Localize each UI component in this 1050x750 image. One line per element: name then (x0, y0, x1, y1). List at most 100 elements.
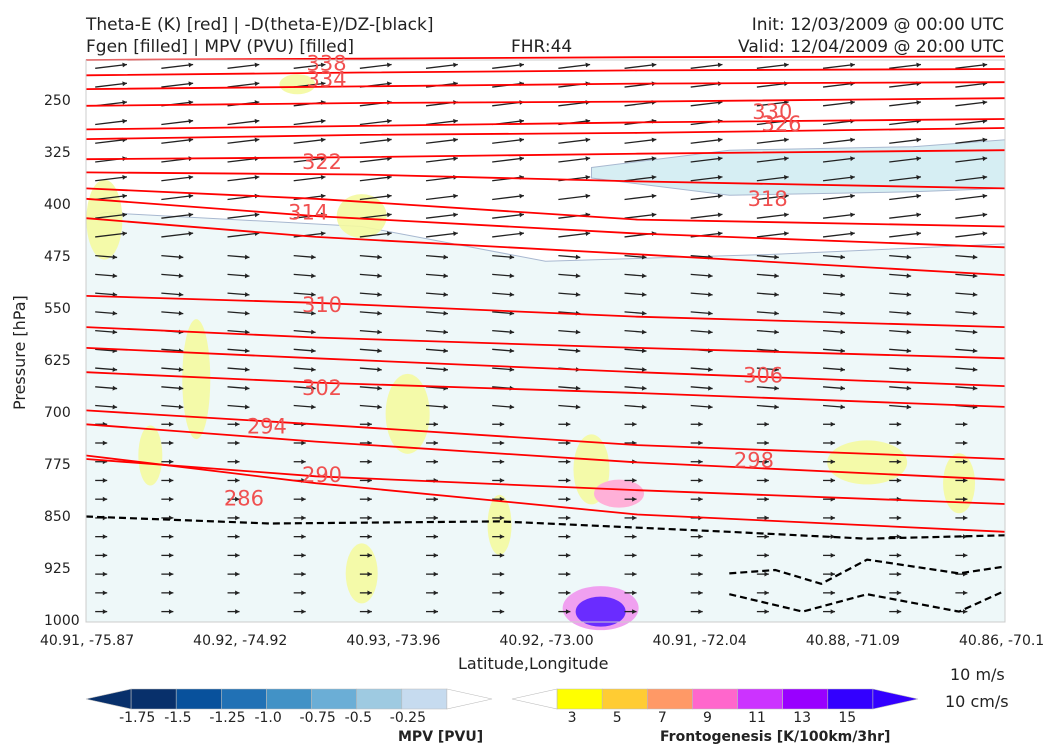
theta-e-contour (85, 68, 1006, 77)
wind-vector-head (519, 212, 524, 218)
fgen-shading-region (345, 543, 378, 604)
wind-vector-head (112, 367, 118, 372)
wind-vector-head (499, 534, 505, 540)
wind-vector-head (972, 273, 978, 279)
wind-vector (756, 194, 789, 201)
wind-vector-head (783, 62, 789, 68)
wind-vector-head (509, 367, 515, 372)
wind-vector-head (168, 515, 174, 521)
theta-e-label: 330 (752, 100, 792, 124)
wind-vector-head (783, 193, 789, 199)
wind-vector-head (311, 292, 316, 297)
wind-vector-head (254, 212, 260, 218)
wind-vector-head (433, 496, 439, 502)
wind-vector-head (774, 367, 779, 372)
wind-vector-head (830, 590, 836, 596)
wind-vector-head (453, 231, 458, 237)
wind-vector (822, 82, 855, 88)
wind-vector (161, 120, 194, 126)
wind-vector (624, 213, 657, 219)
wind-vector-head (168, 478, 174, 483)
wind-vector (227, 213, 260, 219)
wind-vector-head (575, 292, 581, 297)
wind-vector-head (896, 590, 902, 596)
wind-vector (690, 176, 723, 182)
wind-vector-head (585, 62, 591, 68)
wind-vector-head (112, 273, 118, 279)
wind-vector-head (641, 254, 647, 260)
wind-vector-head (102, 571, 108, 577)
colorbar-tick: 3 (567, 710, 577, 726)
wind-vector (889, 194, 922, 201)
colorbar-tick: -1.75 (119, 710, 156, 726)
wind-vector-head (102, 590, 108, 596)
fgen-max-region (575, 596, 626, 627)
wind-vector (425, 194, 458, 201)
colorbar-tick: 9 (703, 710, 712, 726)
wind-vector-head (433, 515, 439, 521)
colorbar-segment (511, 688, 558, 710)
plot-frame (85, 59, 1006, 623)
wind-vector (889, 82, 922, 88)
wind-vector-head (962, 590, 968, 596)
wind-vector-head (499, 590, 505, 596)
wind-vector-head (301, 440, 306, 446)
wind-vector-head (112, 292, 118, 297)
colorbar-segment (221, 688, 267, 710)
wind-vector-head (301, 515, 306, 521)
wind-vector-head (311, 329, 316, 335)
wind-vector-head (906, 329, 912, 335)
wind-vector-head (519, 193, 524, 199)
wind-vector-head (301, 534, 306, 540)
y-tick-label: 400 (44, 196, 71, 213)
wind-vector-head (774, 273, 779, 279)
wind-vector (492, 213, 525, 219)
wind-vector-head (320, 118, 326, 124)
wind-vector-head (916, 175, 921, 180)
wind-vector-head (962, 478, 968, 483)
wind-vector-head (850, 193, 855, 199)
wind-vector-head (982, 212, 988, 218)
wind-vector-head (443, 254, 448, 260)
wind-vector-head (188, 100, 194, 105)
wind-vector-head (698, 421, 703, 427)
wind-vector-head (122, 118, 127, 124)
wind-vector (822, 194, 855, 201)
wind-vector-head (962, 552, 968, 558)
wind-vector (558, 232, 591, 238)
wind-vector-head (783, 175, 789, 180)
wind-vector-head (896, 609, 902, 614)
wind-vector (492, 157, 525, 163)
wind-vector-head (122, 212, 127, 218)
wind-vector-head (717, 62, 723, 68)
wind-vector-head (982, 62, 988, 68)
colorbar-tick: -1.0 (254, 710, 282, 726)
wind-vector-head (433, 421, 439, 427)
theta-e-contour (85, 149, 1006, 161)
wind-vector-head (906, 310, 912, 316)
wind-vector (293, 176, 326, 182)
colorbar-segment (647, 688, 693, 710)
wind-vector (95, 213, 128, 219)
wind-vector-head (916, 231, 921, 237)
wind-vector-head (565, 440, 571, 446)
colorbar-tick: -0.25 (389, 710, 426, 726)
wind-vector (889, 120, 922, 126)
wind-vector-head (377, 404, 382, 410)
wind-vector-head (651, 193, 657, 199)
wind-vector-head (188, 175, 194, 180)
wind-vector (889, 138, 922, 144)
wind-vector-head (453, 156, 458, 162)
wind-vector-head (244, 367, 250, 372)
wind-vector-head (830, 459, 836, 465)
wind-vector-head (254, 118, 260, 124)
wind-vector-head (906, 292, 912, 297)
wind-vector-head (443, 367, 448, 372)
wind-vector (95, 176, 128, 182)
wind-vector (955, 120, 988, 126)
colorbar-segment (556, 688, 603, 710)
wind-vector-head (244, 329, 250, 335)
wind-vector (558, 194, 591, 201)
wind-vector-head (774, 385, 779, 391)
wind-vector (690, 213, 723, 219)
